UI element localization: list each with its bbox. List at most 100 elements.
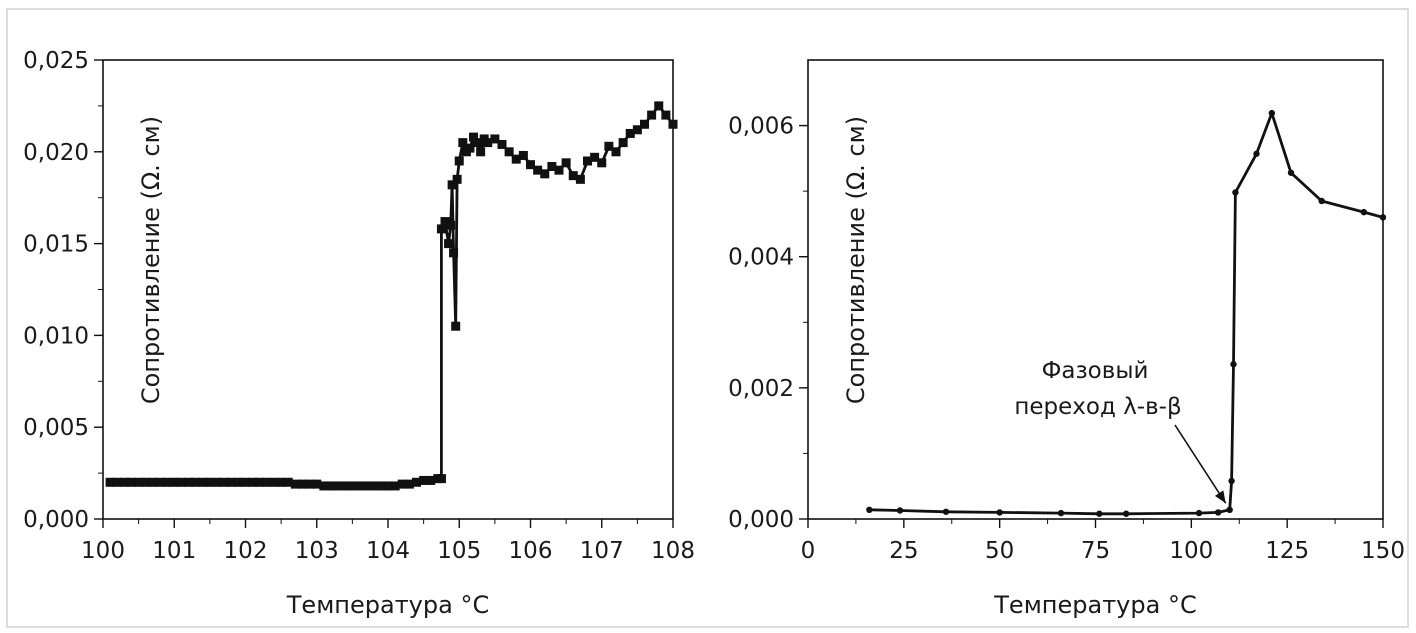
plot-area	[807, 59, 1384, 520]
data-point	[1379, 214, 1387, 221]
data-point	[148, 477, 158, 487]
data-point	[575, 174, 585, 184]
data-point	[561, 158, 571, 168]
data-point	[472, 138, 482, 148]
data-point	[276, 477, 286, 487]
data-point	[184, 477, 193, 487]
data-point	[362, 481, 372, 491]
data-point	[518, 150, 528, 160]
data-point	[465, 143, 475, 153]
y-tick-label: 0,000	[728, 507, 794, 533]
data-point	[526, 160, 535, 170]
data-point	[640, 119, 649, 129]
data-point	[625, 128, 635, 138]
x-tick-label: 100	[1169, 538, 1213, 564]
y-tick-label: 0,015	[23, 232, 89, 258]
data-point	[583, 156, 592, 166]
data-point	[504, 147, 514, 157]
data-point	[942, 508, 950, 515]
data-point	[1195, 509, 1203, 517]
data-point	[134, 477, 144, 487]
data-point	[290, 479, 300, 489]
data-point	[226, 477, 236, 487]
x-tick-label: 107	[580, 538, 624, 564]
data-point	[155, 477, 165, 487]
data-point	[483, 138, 493, 148]
data-point	[490, 134, 500, 144]
x-tick-label: 108	[651, 538, 695, 564]
data-point	[141, 477, 151, 487]
x-tick-label: 75	[1081, 538, 1110, 564]
data-point	[668, 119, 678, 129]
x-tick-label: 100	[81, 538, 125, 564]
data-point	[451, 321, 461, 331]
data-point	[440, 217, 450, 227]
y-tick-label: 0,002	[728, 376, 794, 402]
data-point	[454, 156, 464, 166]
data-point	[533, 165, 543, 175]
data-point	[162, 477, 172, 487]
data-point	[597, 158, 607, 168]
data-point	[497, 139, 507, 149]
data-point	[112, 477, 122, 487]
data-point	[447, 180, 457, 190]
data-point	[452, 174, 462, 184]
data-point	[205, 477, 215, 487]
x-tick-label: 106	[509, 538, 553, 564]
x-tick-label: 25	[889, 538, 918, 564]
data-point	[458, 138, 468, 148]
resistance-chart-right: 0 25 50 75 100 125 150 0,000 0,002 0,004 0,006 Темп…	[728, 59, 1405, 619]
data-point	[604, 141, 614, 151]
data-point	[305, 479, 315, 489]
data-point	[248, 477, 258, 487]
data-point	[1122, 510, 1130, 517]
data-point	[436, 474, 446, 484]
y-axis-title: Сопротивление (Ω. см)	[137, 116, 165, 404]
data-point	[283, 477, 293, 487]
data-point	[632, 125, 642, 135]
data-point	[212, 477, 222, 487]
data-point	[896, 507, 904, 514]
data-point	[1226, 506, 1233, 514]
x-axis-title: Температура °C	[993, 591, 1196, 619]
annotation-arrowhead	[1214, 490, 1226, 504]
data-point	[436, 224, 446, 234]
figure-frame	[6, 8, 1409, 628]
data-point	[191, 477, 201, 487]
y-tick-label: 0,025	[23, 48, 89, 74]
data-point	[262, 477, 272, 487]
y-tick-label: 0,020	[23, 140, 89, 166]
x-tick-label: 0	[801, 538, 816, 564]
data-point	[419, 475, 429, 485]
data-point	[611, 147, 621, 157]
data-point	[511, 154, 521, 164]
data-point	[1096, 510, 1103, 517]
data-point	[1360, 208, 1368, 216]
x-tick-label: 102	[224, 538, 268, 564]
data-point	[333, 481, 343, 491]
data-point	[1228, 477, 1235, 485]
x-tick-label: 50	[985, 538, 1014, 564]
data-point	[169, 477, 179, 487]
resistance-chart-left: 100 101 102 103 104 105 106 107 108 0,000 0,005 0,0…	[23, 48, 695, 619]
data-point	[469, 132, 478, 142]
data-point	[127, 477, 136, 487]
data-point	[661, 110, 671, 120]
data-point	[1287, 169, 1295, 176]
data-point	[446, 220, 456, 230]
annotation-line-2: переход λ-в-β	[1014, 394, 1181, 420]
data-point	[1230, 361, 1237, 368]
data-point	[119, 477, 129, 487]
data-point	[866, 506, 873, 514]
x-tick-label: 101	[152, 538, 196, 564]
data-point	[547, 161, 557, 171]
data-point	[198, 477, 208, 487]
data-point	[219, 477, 229, 487]
y-axis-title: Сопротивление (Ω. см)	[842, 116, 870, 404]
data-point	[444, 239, 454, 249]
data-point	[233, 477, 243, 487]
data-point	[241, 477, 250, 487]
annotation-line-1: Фазовый	[1042, 358, 1149, 384]
data-point	[412, 477, 421, 487]
